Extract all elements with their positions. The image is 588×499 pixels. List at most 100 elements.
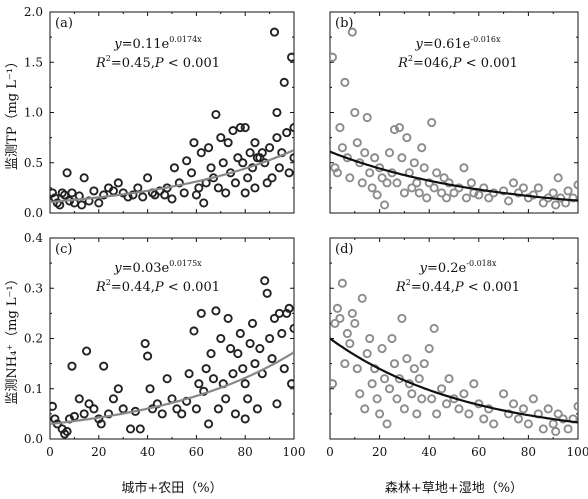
data-point xyxy=(62,168,72,178)
data-point xyxy=(538,424,548,434)
data-point xyxy=(208,374,219,384)
data-point xyxy=(240,123,250,133)
data-point xyxy=(245,148,255,158)
data-point xyxy=(342,328,352,339)
data-point xyxy=(518,183,528,193)
data-point xyxy=(265,143,275,153)
data-point xyxy=(118,404,128,414)
data-point xyxy=(357,293,367,303)
y-tick-label: 0.1 xyxy=(24,382,43,396)
x-axis-label-right: 森林+草地+湿地（%） xyxy=(385,481,523,496)
data-point xyxy=(245,338,255,349)
y-tick-label: 1.5 xyxy=(24,55,43,69)
data-point xyxy=(113,384,123,394)
data-point xyxy=(345,173,355,183)
data-point xyxy=(429,323,439,334)
data-point xyxy=(99,361,109,371)
data-point xyxy=(240,188,250,198)
data-point xyxy=(429,183,439,193)
data-point xyxy=(444,374,454,384)
data-point xyxy=(397,153,407,163)
panel-label: (b) xyxy=(335,16,353,31)
data-point xyxy=(182,156,192,166)
data-point xyxy=(350,107,360,118)
data-point xyxy=(437,188,447,198)
data-point xyxy=(459,163,469,173)
x-tick-label: 20 xyxy=(372,445,387,459)
data-point xyxy=(347,308,357,318)
data-point xyxy=(189,138,199,148)
data-point xyxy=(206,163,216,173)
data-point xyxy=(238,364,248,374)
data-point xyxy=(372,190,382,200)
data-point xyxy=(50,401,57,411)
y-tick-label: 0.2 xyxy=(24,332,43,346)
data-point xyxy=(417,143,427,153)
data-point xyxy=(108,394,118,404)
fit-curve xyxy=(330,150,578,202)
x-tick-label: 0 xyxy=(326,445,334,459)
data-point xyxy=(196,148,206,158)
panel-c: 0 20 40 60 80 100 0.0 0.1 0.2 0.3 0.4 监测NH₄⁺（mg L⁻¹… xyxy=(5,231,305,459)
data-point xyxy=(128,190,138,200)
data-point xyxy=(216,333,226,344)
data-point xyxy=(409,364,419,374)
x-tick-label: 40 xyxy=(140,445,155,459)
data-point xyxy=(330,318,340,328)
data-point xyxy=(113,178,123,188)
data-point xyxy=(518,404,528,414)
data-point xyxy=(135,424,145,434)
data-point xyxy=(267,354,277,364)
data-point xyxy=(499,389,509,399)
data-point xyxy=(360,148,370,158)
data-point xyxy=(260,276,270,286)
data-point xyxy=(370,153,380,163)
data-point xyxy=(184,369,194,379)
data-point xyxy=(432,168,442,178)
data-point xyxy=(138,192,148,202)
data-point xyxy=(255,343,265,354)
data-point xyxy=(357,178,367,188)
data-point xyxy=(551,200,561,210)
data-point xyxy=(247,318,258,328)
data-point xyxy=(362,112,372,123)
data-point xyxy=(233,349,243,359)
data-point xyxy=(226,343,236,354)
data-point xyxy=(172,404,182,414)
data-point xyxy=(235,123,245,133)
y-axis-label: 监测NH₄⁺（mg L⁻¹） xyxy=(5,272,20,404)
data-layer xyxy=(50,276,294,439)
data-point xyxy=(508,399,519,409)
data-point xyxy=(402,133,412,143)
data-point xyxy=(392,394,402,404)
panel-a: 0.0 0.5 1.0 1.5 2.0 监测TP（mg L⁻¹） (a) y=0.11e0.0… xyxy=(5,5,295,220)
data-point xyxy=(289,153,294,163)
data-point xyxy=(272,107,282,118)
data-point xyxy=(235,328,245,339)
data-point xyxy=(194,379,204,389)
data-point xyxy=(412,178,422,188)
data-point xyxy=(191,404,201,414)
y-tick-label: 0.5 xyxy=(24,156,43,170)
data-point xyxy=(230,178,240,188)
data-point xyxy=(380,374,390,384)
data-point xyxy=(167,194,177,204)
data-point xyxy=(397,313,407,323)
data-point xyxy=(157,409,167,419)
data-point xyxy=(337,143,347,153)
data-point xyxy=(382,419,392,429)
data-point xyxy=(211,109,221,120)
data-point xyxy=(223,138,233,148)
fit-curve xyxy=(50,351,294,425)
data-layer xyxy=(50,27,294,210)
data-point xyxy=(250,138,260,148)
x-tick-label: 40 xyxy=(422,445,437,459)
data-point xyxy=(422,193,432,203)
data-point xyxy=(573,180,578,190)
data-point xyxy=(538,198,548,208)
data-point xyxy=(568,193,578,203)
data-point xyxy=(272,133,282,143)
data-point xyxy=(442,399,452,409)
data-point xyxy=(402,354,412,364)
